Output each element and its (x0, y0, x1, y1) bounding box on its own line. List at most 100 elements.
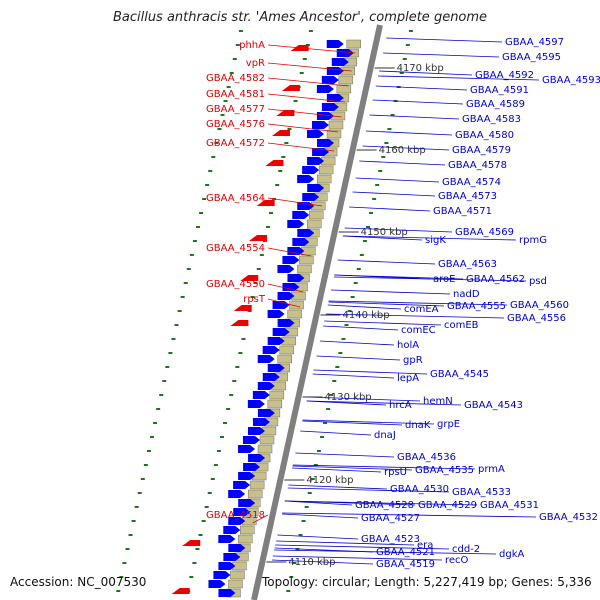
feature-block (240, 525, 255, 535)
kbp-tick-label: 4150 kbp (361, 227, 408, 238)
guide-dot (201, 520, 206, 522)
gene-arrow-red (256, 200, 275, 206)
guide-dot (229, 394, 234, 396)
right-leader (287, 487, 450, 493)
right-gene-label: GBAA_4578 (448, 160, 507, 171)
feature-block (346, 39, 361, 49)
gene-arrow-red (272, 130, 291, 136)
right-gene-label: nadD (453, 289, 480, 300)
gene-arrow (252, 418, 270, 426)
guide-dot (275, 184, 280, 186)
guide-dot (159, 394, 164, 396)
right-gene-label: GBAA_4555 (447, 301, 506, 312)
right-gene-label: GBAA_4523 (361, 534, 420, 545)
guide-dot (189, 254, 194, 256)
right-gene-label: GBAA_4556 (507, 313, 566, 324)
guide-dot (399, 72, 404, 74)
gene-arrow (257, 355, 275, 363)
right-leader (328, 300, 508, 306)
right-leader (313, 369, 428, 375)
kbp-tick-label: 4140 kbp (342, 310, 389, 321)
right-leader (327, 304, 402, 310)
kbp-tick-label: 4120 kbp (306, 475, 353, 486)
right-gene-label: psd (529, 276, 547, 287)
right-gene-label: GBAA_4532 (539, 512, 598, 523)
gene-arrow (316, 112, 334, 120)
label-leaders (252, 37, 540, 565)
right-gene-label: GBAA_4595 (502, 52, 561, 63)
guide-dot (232, 380, 237, 382)
gene-arrow (238, 445, 256, 453)
guide-dot (299, 72, 304, 74)
gene-arrow (316, 85, 334, 93)
left-leader (252, 514, 269, 524)
right-leader (288, 484, 388, 490)
right-leader (284, 500, 478, 506)
right-gene-label: GBAA_4589 (466, 99, 525, 110)
guide-dot (362, 240, 367, 242)
guide-dot (378, 170, 383, 172)
guide-dot (205, 184, 210, 186)
gene-arrow (272, 328, 290, 336)
feature-block (297, 264, 312, 274)
feature-block (316, 174, 332, 184)
gene-arrow (311, 121, 329, 129)
guide-dot (235, 44, 240, 46)
guide-dot (332, 380, 337, 382)
guide-dot (238, 30, 243, 32)
gene-arrow (208, 580, 226, 588)
right-gene-label: recO (445, 555, 469, 566)
guide-dot (353, 282, 358, 284)
right-leader (331, 289, 451, 295)
guide-dot (375, 184, 380, 186)
gene-arrow-red (240, 275, 259, 281)
guide-dot (171, 338, 176, 340)
guide-dot (259, 254, 264, 256)
right-gene-label: holA (397, 340, 419, 351)
right-leader (355, 177, 440, 183)
left-leader (267, 93, 345, 103)
right-gene-label: GBAA_4580 (455, 130, 514, 141)
guide-dot (344, 324, 349, 326)
feature-block (269, 390, 285, 400)
guide-dot (250, 296, 255, 298)
guide-dot (365, 226, 370, 228)
guide-dot (137, 492, 142, 494)
guide-dot (229, 72, 234, 74)
map-title: Bacillus anthracis str. 'Ames Ancestor',… (112, 10, 488, 25)
right-gene-label: lepA (397, 373, 419, 384)
guide-dot (372, 198, 377, 200)
feature-block (259, 435, 275, 445)
right-leader (302, 420, 403, 426)
gene-arrow (287, 274, 305, 282)
feature-block (336, 84, 352, 94)
guide-dot (122, 562, 127, 564)
feature-block (230, 570, 245, 580)
guide-dot (278, 170, 283, 172)
guide-dot (316, 450, 321, 452)
guide-dot (198, 534, 203, 536)
gene-arrow (223, 553, 241, 561)
right-gene-label: GBAA_4579 (452, 145, 511, 156)
right-gene-label: grpE (437, 419, 460, 430)
feature-block (267, 399, 283, 409)
guide-dot (134, 506, 139, 508)
right-gene-label: GBAA_4527 (361, 513, 420, 524)
gene-arrow (292, 238, 310, 246)
right-gene-label: comEC (401, 325, 436, 336)
guide-dot (390, 114, 395, 116)
left-leader (267, 298, 301, 308)
right-gene-label: dnaJ (374, 430, 396, 441)
gene-arrow (228, 544, 246, 552)
guide-dot (207, 492, 212, 494)
gene-arrow (326, 94, 344, 102)
guide-dot (119, 576, 124, 578)
right-gene-label: sigK (425, 235, 446, 246)
guide-dot (350, 296, 355, 298)
feature-blocks (226, 39, 361, 598)
right-leader (282, 513, 359, 519)
left-leader (267, 44, 356, 54)
kbp-ticks: 4170 kbp 4160 kbp 4150 kbp 4140 kbp 4130 kbp… (266, 63, 444, 568)
guide-dot (195, 548, 200, 550)
guide-dot (180, 296, 185, 298)
